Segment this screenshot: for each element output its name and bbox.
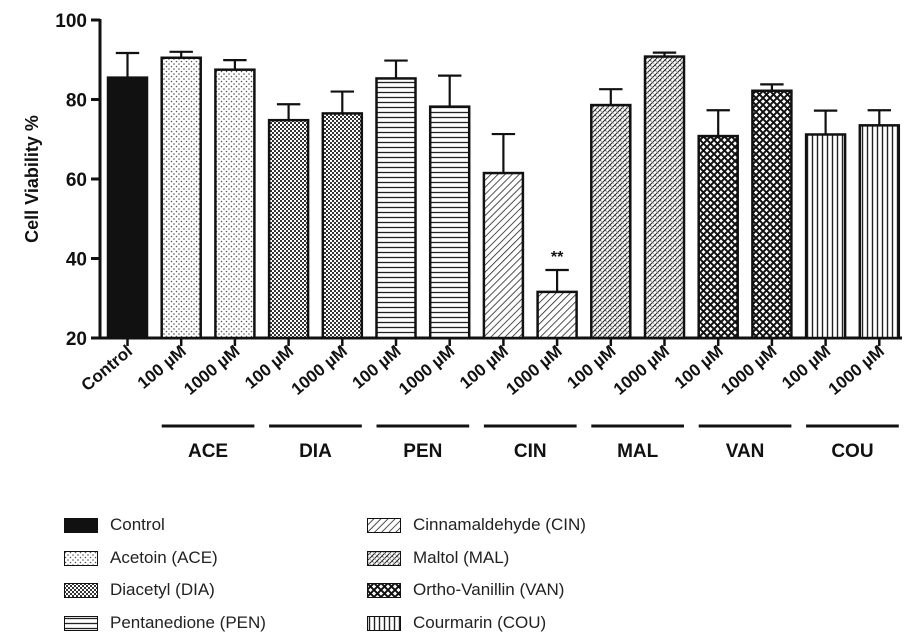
- bar: [482, 171, 525, 340]
- legend-item-ortho-vanillin: Ortho-Vanillin (VAN): [367, 580, 564, 600]
- significance-annotation: **: [551, 249, 564, 266]
- group-label: COU: [831, 441, 873, 462]
- x-tick-label: 1000 µM: [395, 342, 458, 399]
- legend-label: Maltol (MAL): [413, 548, 510, 567]
- y-tick-label: 60: [66, 170, 87, 191]
- bar: [375, 77, 417, 340]
- legend-swatch-acetoin: [64, 550, 98, 566]
- y-tick-label: 40: [66, 250, 87, 271]
- x-tick-label: 1000 µM: [610, 342, 673, 399]
- legend-swatch-control: [64, 517, 98, 533]
- x-tick-label: 1000 µM: [825, 342, 888, 399]
- legend-label: Diacetyl (DIA): [110, 580, 215, 599]
- legend-label: Cinnamaldehyde (CIN): [413, 515, 586, 534]
- legend-item-acetoin: Acetoin (ACE): [64, 548, 218, 568]
- x-tick-label: 1000 µM: [288, 342, 351, 399]
- legend-item-cinnamaldehyde: Cinnamaldehyde (CIN): [367, 515, 586, 535]
- legend-label: Control: [110, 515, 165, 534]
- legend-item-diacetyl: Diacetyl (DIA): [64, 580, 215, 600]
- bar: [214, 68, 256, 340]
- legend-item-courmarin: Courmarin (COU): [367, 613, 546, 633]
- bar: [643, 55, 686, 340]
- bar: [106, 76, 149, 340]
- x-tick-label: 1000 µM: [717, 342, 780, 399]
- legend-swatch-ortho-vanillin: [367, 582, 401, 598]
- group-label: ACE: [188, 441, 228, 462]
- legend-label: Ortho-Vanillin (VAN): [413, 580, 565, 599]
- legend-item-pentanedione: Pentanedione (PEN): [64, 613, 266, 633]
- group-label: PEN: [403, 441, 442, 462]
- bar: [267, 118, 310, 340]
- group-label: CIN: [514, 441, 547, 462]
- legend-swatch-diacetyl: [64, 582, 98, 598]
- bar: [321, 112, 364, 340]
- group-label: VAN: [726, 441, 765, 462]
- bar: [751, 89, 793, 340]
- bar: [160, 56, 202, 340]
- legend-swatch-maltol: [367, 550, 401, 566]
- bar: [804, 133, 847, 340]
- legend-swatch-courmarin: [367, 615, 401, 631]
- bar: [697, 134, 739, 340]
- legend-label: Acetoin (ACE): [110, 548, 218, 567]
- legend-swatch-pentanedione: [64, 615, 98, 631]
- y-tick-label: 20: [66, 329, 87, 350]
- x-tick-label: 1000 µM: [503, 342, 566, 399]
- legend-item-control: Control: [64, 515, 165, 535]
- legend-label: Pentanedione (PEN): [110, 613, 266, 632]
- bar: [858, 124, 901, 340]
- bar: [428, 105, 471, 340]
- group-label: MAL: [617, 441, 659, 462]
- legend-label: Courmarin (COU): [413, 613, 547, 632]
- bar: [590, 103, 632, 340]
- bar: [536, 290, 578, 340]
- legend-swatch-cinnamaldehyde: [367, 517, 401, 533]
- legend-item-maltol: Maltol (MAL): [367, 548, 509, 568]
- y-tick-label: 80: [66, 91, 87, 112]
- group-label: DIA: [299, 441, 332, 462]
- x-tick-label: 1000 µM: [180, 342, 243, 399]
- y-tick-label: 100: [55, 11, 87, 32]
- y-axis-title: Cell Viability %: [22, 115, 42, 243]
